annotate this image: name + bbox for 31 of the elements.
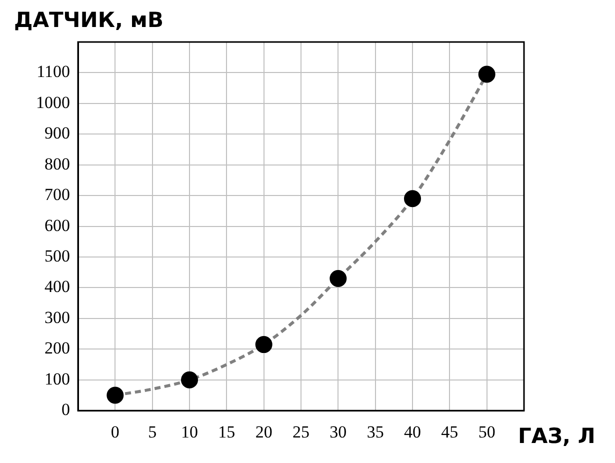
x-tick-label: 20 — [255, 422, 272, 442]
y-tick-label: 400 — [44, 277, 70, 296]
y-axis-title: ДАТЧИК, мВ — [14, 8, 164, 32]
x-tick-label: 25 — [292, 422, 310, 442]
x-tick-label: 10 — [181, 422, 198, 442]
x-tick-label: 5 — [148, 422, 157, 442]
y-tick-label: 300 — [44, 308, 70, 327]
point — [181, 371, 198, 388]
x-tick-label: 0 — [110, 422, 120, 442]
y-tick-label: 800 — [44, 154, 70, 174]
y-tick-label: 0 — [62, 400, 70, 420]
x-tick-label: 30 — [330, 422, 347, 442]
y-tick-label: 900 — [44, 124, 70, 143]
x-axis-title: ГАЗ, Л — [518, 424, 596, 448]
point — [255, 336, 272, 354]
x-tick-label: 50 — [478, 422, 496, 442]
y-tick-label: 200 — [44, 338, 70, 358]
y-tick-label: 1100 — [36, 62, 70, 82]
y-tick-label: 700 — [44, 185, 70, 204]
y-tick-label: 1000 — [36, 92, 70, 112]
x-tick-label: 45 — [441, 422, 458, 442]
point — [106, 386, 124, 404]
point — [478, 66, 496, 83]
point — [404, 190, 421, 208]
x-tick-label: 35 — [366, 422, 384, 442]
x-tick-label: 15 — [218, 422, 236, 442]
x-tick-label: 40 — [404, 422, 421, 442]
point — [330, 270, 347, 288]
y-tick-label: 600 — [44, 216, 70, 235]
y-tick-label: 100 — [44, 369, 70, 388]
y-tick-label: 500 — [44, 246, 70, 266]
